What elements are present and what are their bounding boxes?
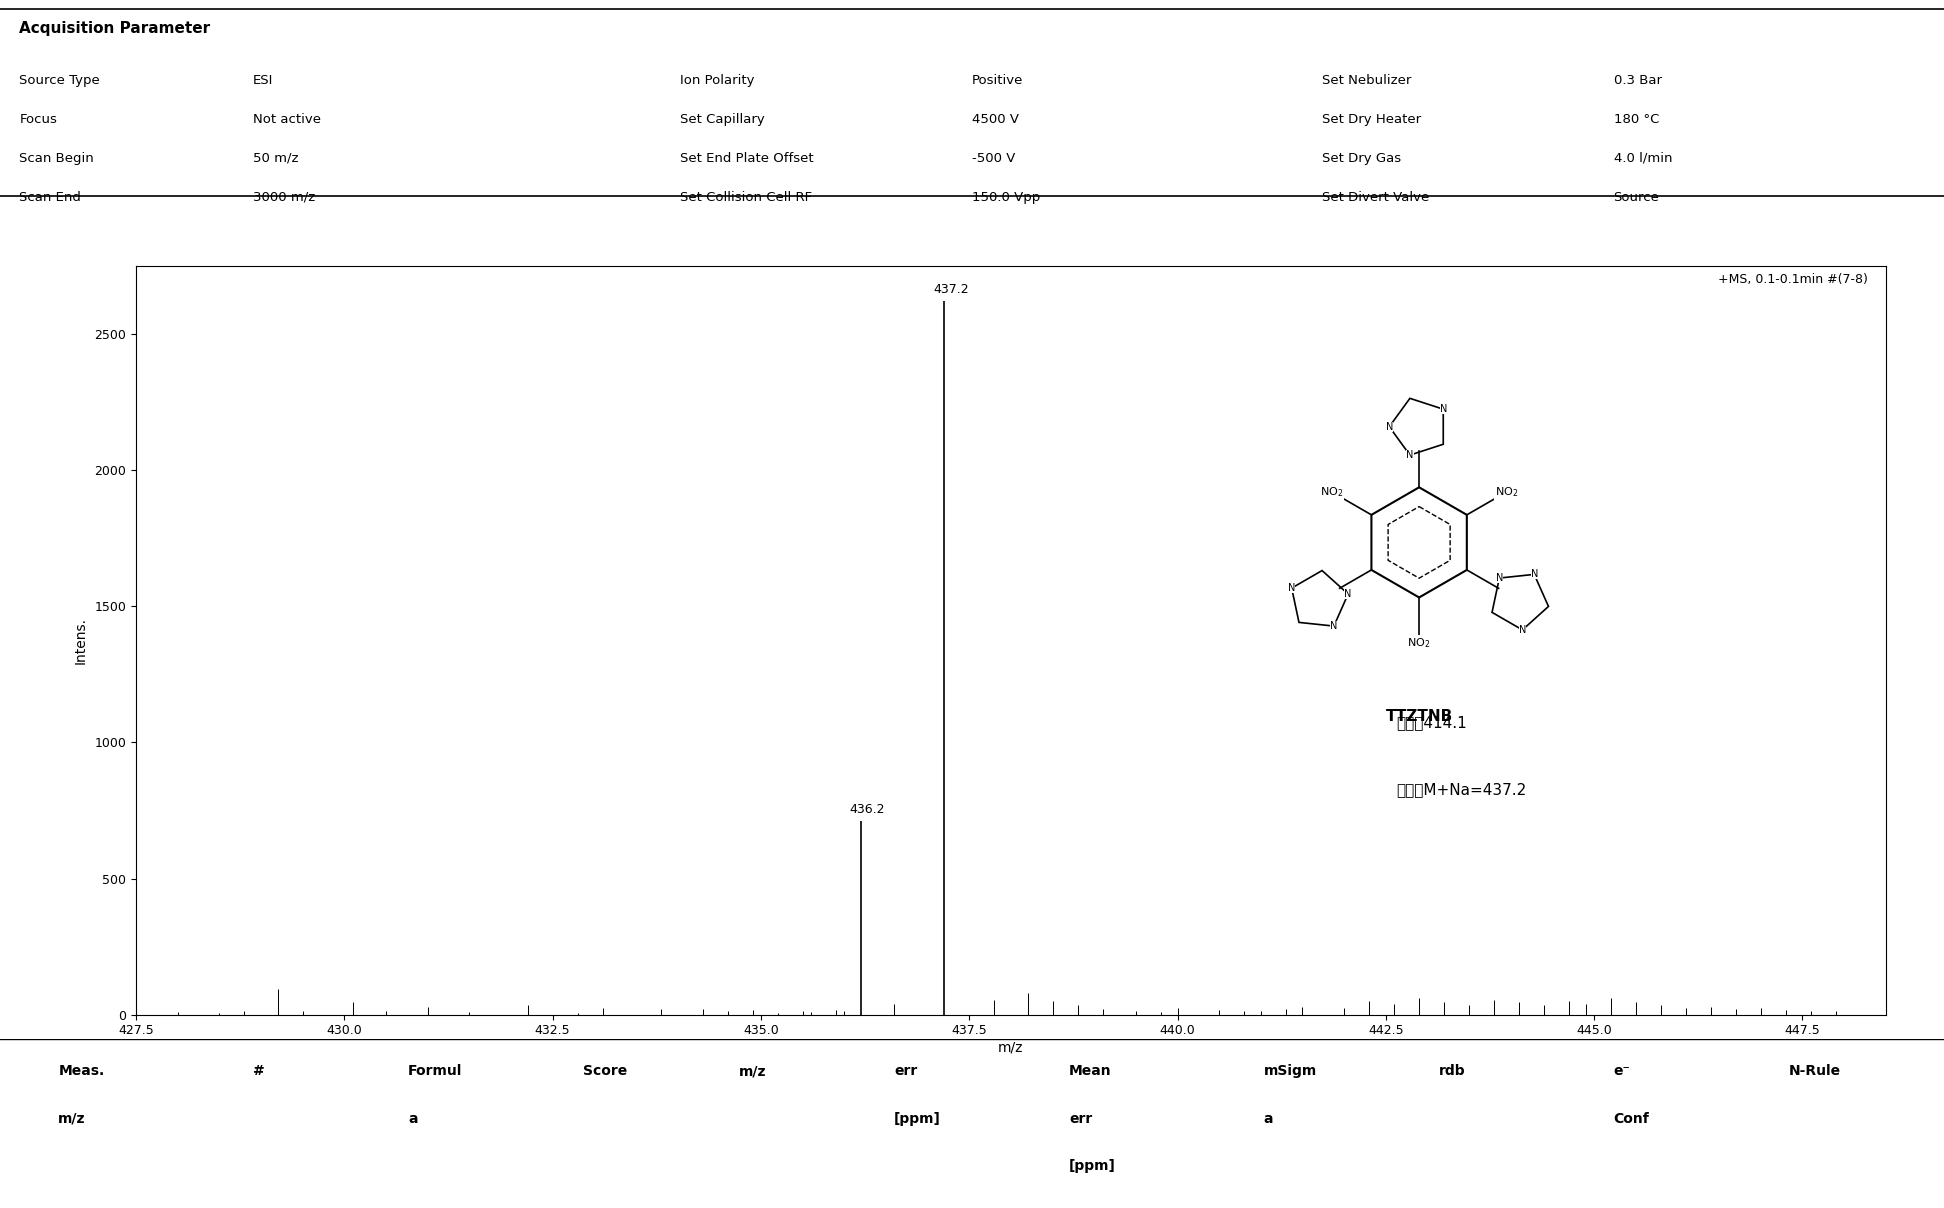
Text: 436.2: 436.2	[850, 803, 885, 815]
Text: Scan End: Scan End	[19, 191, 82, 204]
Text: N: N	[1530, 569, 1538, 580]
Text: err: err	[1069, 1111, 1093, 1126]
Text: [ppm]: [ppm]	[1069, 1158, 1116, 1173]
Text: Acquisition Parameter: Acquisition Parameter	[19, 21, 210, 35]
Text: err: err	[894, 1064, 918, 1079]
Text: Set Capillary: Set Capillary	[680, 114, 766, 126]
Text: Set Collision Cell RF: Set Collision Cell RF	[680, 191, 813, 204]
Text: Not active: Not active	[253, 114, 321, 126]
Text: N: N	[1345, 590, 1351, 599]
Text: Source: Source	[1614, 191, 1660, 204]
Text: 理论：414.1: 理论：414.1	[1396, 715, 1466, 730]
Text: N: N	[1406, 451, 1413, 460]
Text: Set End Plate Offset: Set End Plate Offset	[680, 152, 815, 165]
Y-axis label: Intens.: Intens.	[74, 617, 87, 663]
Text: Score: Score	[583, 1064, 628, 1079]
Text: #: #	[253, 1064, 264, 1079]
Text: 50 m/z: 50 m/z	[253, 152, 297, 165]
Text: Mean: Mean	[1069, 1064, 1112, 1079]
Text: Conf: Conf	[1614, 1111, 1649, 1126]
Text: 180 °C: 180 °C	[1614, 114, 1658, 126]
Text: Set Divert Valve: Set Divert Valve	[1322, 191, 1429, 204]
Text: ESI: ESI	[253, 74, 272, 87]
Text: -500 V: -500 V	[972, 152, 1015, 165]
Text: N: N	[1289, 583, 1295, 593]
Text: Set Dry Gas: Set Dry Gas	[1322, 152, 1402, 165]
Text: [ppm]: [ppm]	[894, 1111, 941, 1126]
Text: NO$_2$: NO$_2$	[1407, 637, 1431, 650]
Text: Set Nebulizer: Set Nebulizer	[1322, 74, 1411, 87]
Text: Meas.: Meas.	[58, 1064, 105, 1079]
Text: Scan Begin: Scan Begin	[19, 152, 93, 165]
X-axis label: m/z: m/z	[997, 1040, 1024, 1055]
Text: N: N	[1386, 422, 1394, 431]
Text: m/z: m/z	[58, 1111, 86, 1126]
Text: NO$_2$: NO$_2$	[1320, 484, 1343, 499]
Text: N-Rule: N-Rule	[1788, 1064, 1841, 1079]
Text: 0.3 Bar: 0.3 Bar	[1614, 74, 1662, 87]
Text: mSigm: mSigm	[1264, 1064, 1316, 1079]
Text: TTZTNB: TTZTNB	[1386, 709, 1452, 725]
Text: a: a	[408, 1111, 418, 1126]
Text: Positive: Positive	[972, 74, 1023, 87]
Text: e⁻: e⁻	[1614, 1064, 1631, 1079]
Text: N: N	[1330, 621, 1337, 631]
Text: Source Type: Source Type	[19, 74, 101, 87]
Text: 实测：M+Na=437.2: 实测：M+Na=437.2	[1396, 783, 1526, 797]
Text: N: N	[1518, 625, 1526, 635]
Text: Focus: Focus	[19, 114, 56, 126]
Text: a: a	[1264, 1111, 1273, 1126]
Text: N: N	[1441, 405, 1446, 414]
Text: +MS, 0.1-0.1min #(7-8): +MS, 0.1-0.1min #(7-8)	[1718, 273, 1868, 286]
Text: m/z: m/z	[739, 1064, 766, 1079]
Text: rdb: rdb	[1439, 1064, 1466, 1079]
Text: N: N	[1495, 573, 1503, 583]
Text: 4500 V: 4500 V	[972, 114, 1019, 126]
Text: Set Dry Heater: Set Dry Heater	[1322, 114, 1421, 126]
Text: Ion Polarity: Ion Polarity	[680, 74, 754, 87]
Text: 4.0 l/min: 4.0 l/min	[1614, 152, 1672, 165]
Text: 150.0 Vpp: 150.0 Vpp	[972, 191, 1040, 204]
Text: 3000 m/z: 3000 m/z	[253, 191, 315, 204]
Text: 437.2: 437.2	[933, 283, 968, 296]
Text: NO$_2$: NO$_2$	[1495, 484, 1518, 499]
Text: Formul: Formul	[408, 1064, 463, 1079]
